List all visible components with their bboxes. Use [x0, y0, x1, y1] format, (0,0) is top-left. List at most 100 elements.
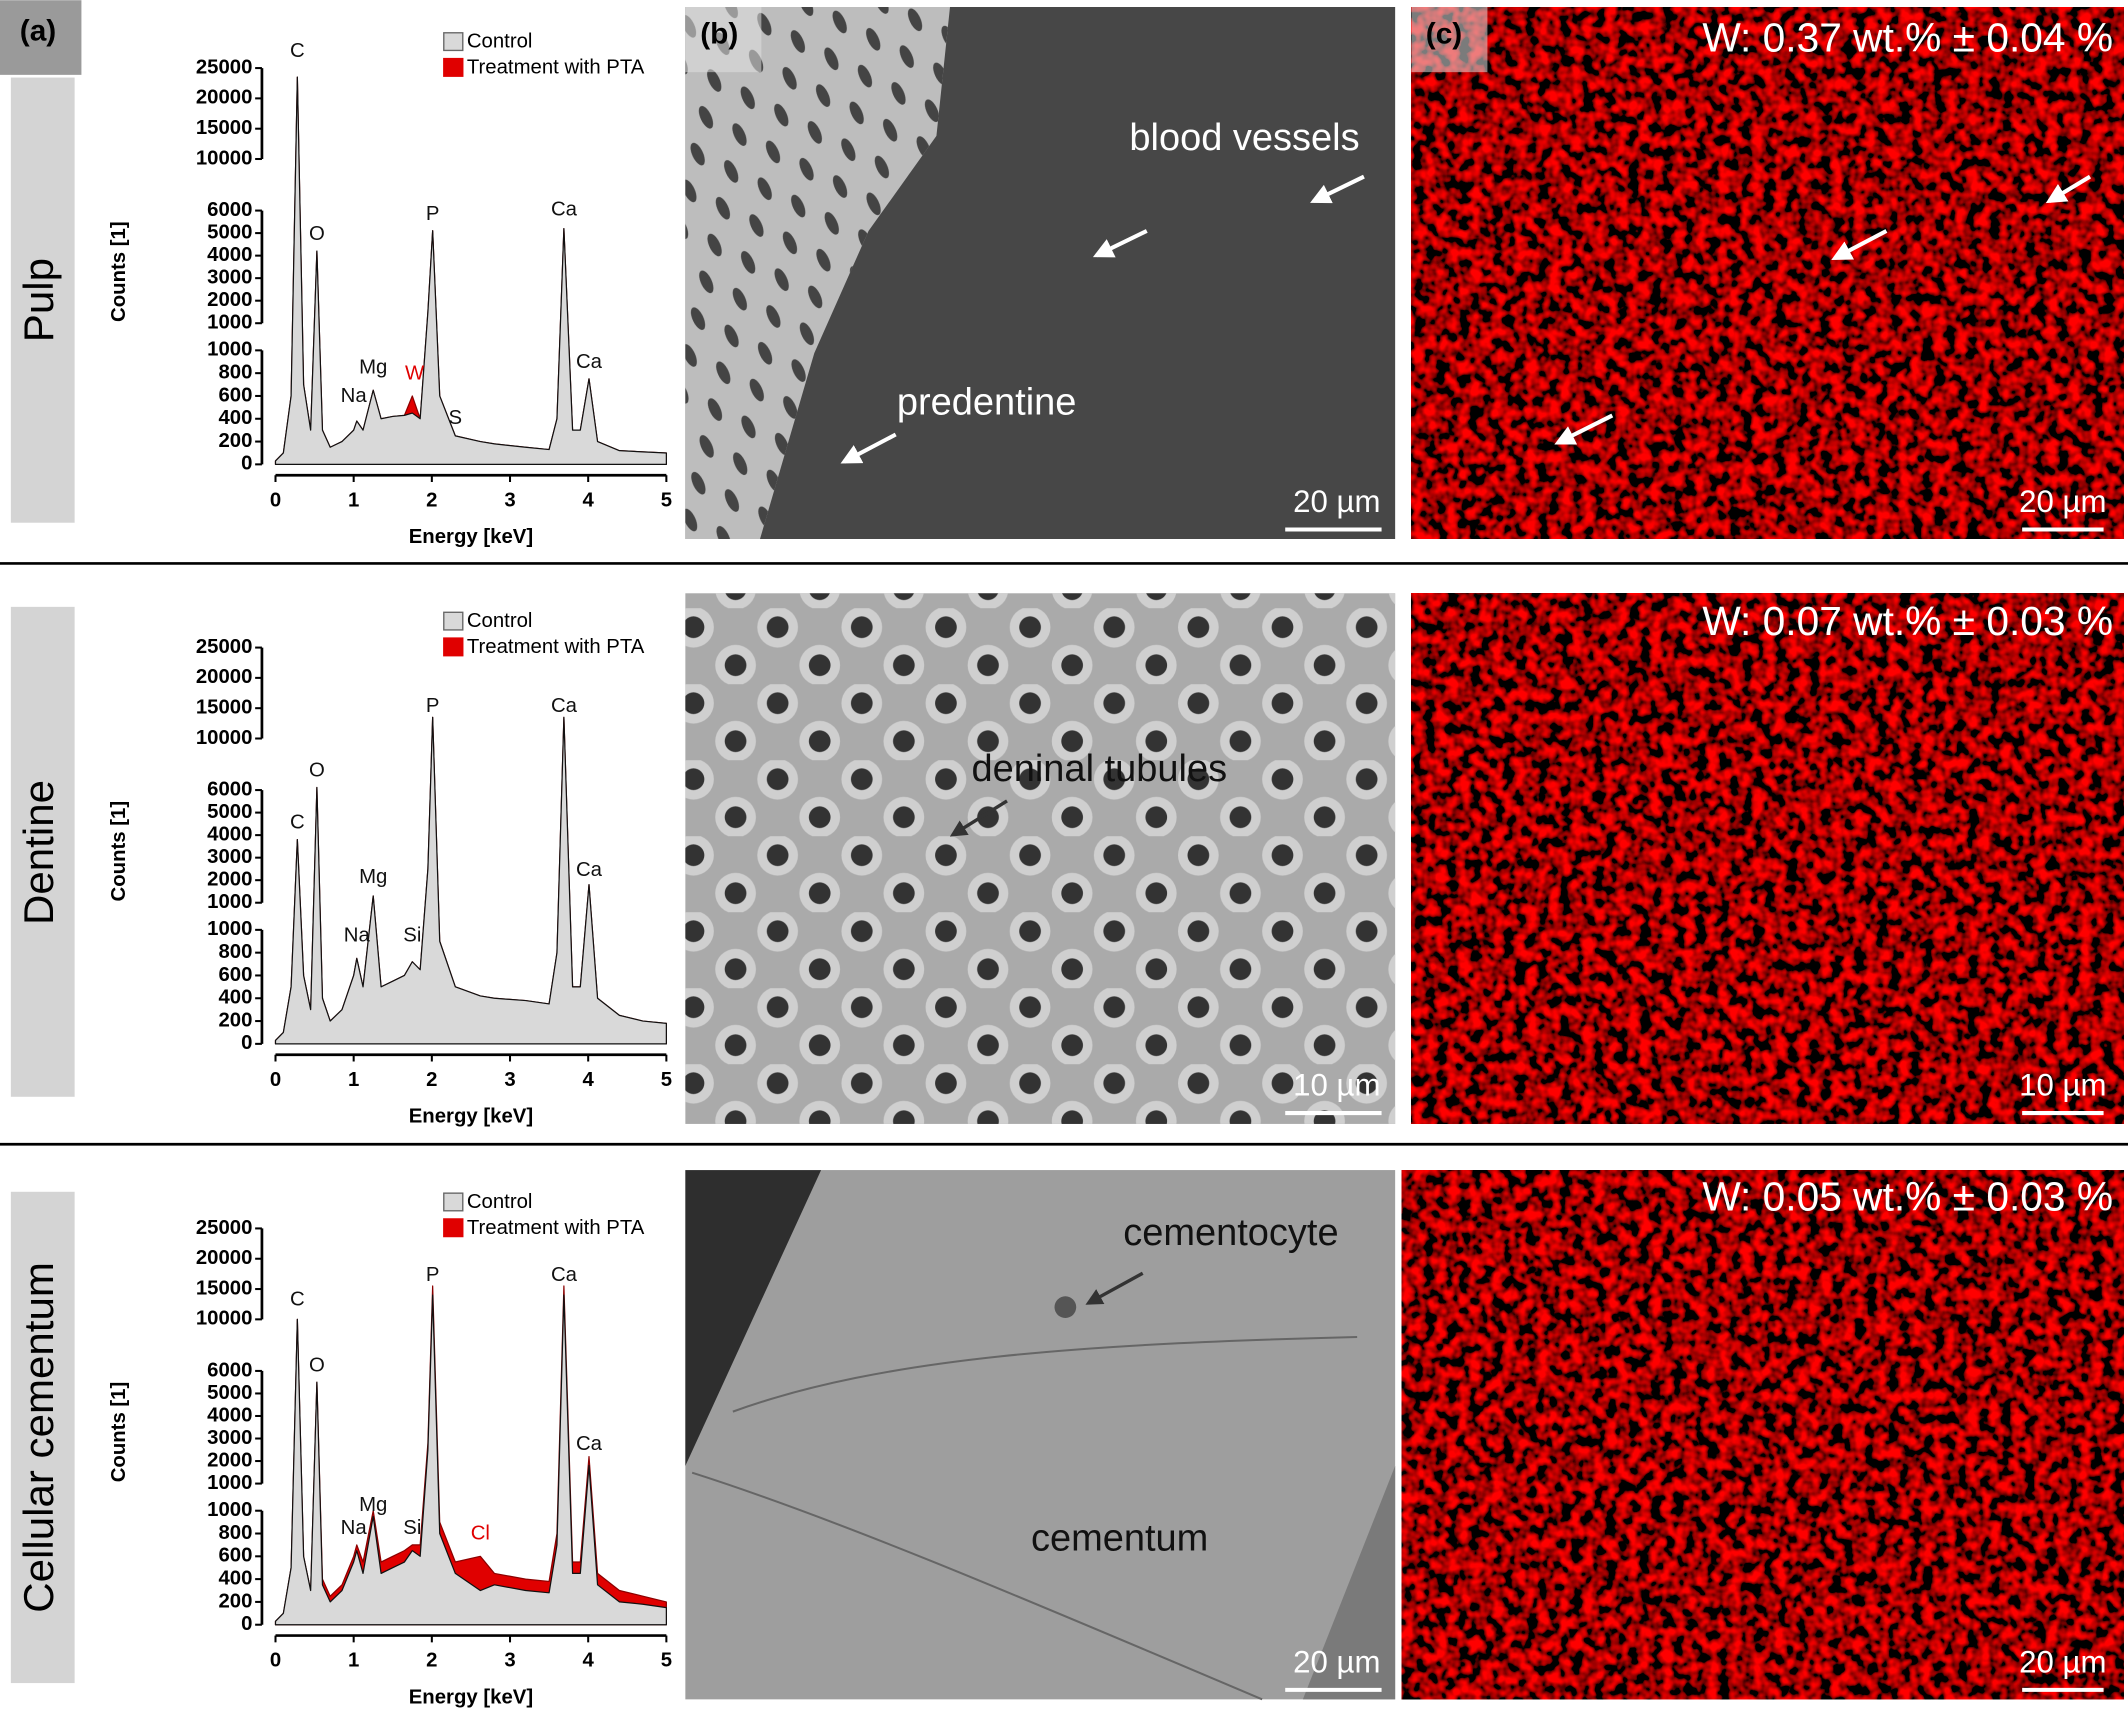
y-tick-label: 200 [218, 1009, 252, 1031]
spectrum-chart: 0200400600800100010002000300040005000600… [108, 610, 672, 1127]
map-text: W: 0.07 wt.% ± 0.03 % [1702, 598, 2113, 644]
x-tick-label: 0 [270, 489, 281, 511]
x-tick-label: 2 [426, 1069, 437, 1091]
spectrum-chart: 0200400600800100010002000300040005000600… [108, 1191, 672, 1708]
y-tick-label: 5000 [207, 1382, 252, 1404]
y-tick-label: 20000 [196, 87, 253, 109]
peak-label: Ca [576, 1433, 603, 1455]
y-tick-label: 1000 [207, 312, 252, 334]
spectrum-chart: 0200400600800100010002000300040005000600… [108, 31, 672, 548]
peak-label: W [405, 362, 425, 384]
panel-label-bg [1411, 7, 1488, 73]
scale-bar-label: 20 µm [1293, 484, 1380, 519]
legend-label: Control [467, 1191, 533, 1213]
spectrum-area [274, 76, 667, 465]
y-tick-label: 10000 [196, 147, 253, 169]
x-axis-title: Energy [keV] [409, 1686, 533, 1708]
panel-label: (a) [20, 15, 56, 48]
legend-swatch [443, 637, 464, 657]
y-tick-label: 400 [218, 1567, 252, 1589]
row-label-bg [10, 606, 75, 1097]
peak-label: Ca [551, 695, 578, 717]
scale-bar-label: 10 µm [1293, 1068, 1380, 1103]
y-tick-label: 20000 [196, 1247, 253, 1269]
cementocyte-spot [1054, 1296, 1077, 1318]
peak-label: S [449, 407, 463, 429]
y-tick-label: 4000 [207, 244, 252, 266]
legend-swatch [443, 1218, 464, 1238]
sem-dark-area [1302, 1465, 1396, 1700]
x-tick-label: 2 [426, 489, 437, 511]
arrow [1085, 1271, 1144, 1305]
y-tick-label: 2000 [207, 869, 252, 891]
legend-swatch [443, 1192, 464, 1212]
y-tick-label: 25000 [196, 1217, 253, 1239]
legend-swatch [443, 57, 464, 77]
x-tick-label: 0 [270, 1069, 281, 1091]
sem-image [685, 1170, 1396, 1700]
peak-label: Ca [551, 198, 578, 220]
panel-label-bg [685, 7, 762, 73]
map-text: W: 0.05 wt.% ± 0.03 % [1702, 1174, 2113, 1220]
element-map [1401, 1170, 2124, 1700]
y-tick-label: 3000 [207, 846, 252, 868]
x-tick-label: 3 [504, 1069, 515, 1091]
image-annotation: cementum [1031, 1518, 1208, 1560]
y-tick-label: 10000 [196, 727, 253, 749]
y-tick-label: 6000 [207, 199, 252, 221]
peak-label: C [290, 812, 305, 834]
y-tick-label: 800 [218, 941, 252, 963]
y-tick-label: 4000 [207, 1404, 252, 1426]
y-tick-label: 25000 [196, 56, 253, 78]
x-tick-label: 2 [426, 1650, 437, 1672]
sem-texture [685, 7, 950, 539]
x-axis-title: Energy [keV] [409, 1106, 533, 1128]
y-tick-label: 600 [218, 384, 252, 406]
y-tick-label: 1000 [207, 1472, 252, 1494]
spectrum-area [274, 716, 667, 1045]
spectrum-area [274, 1285, 667, 1626]
legend-label: Treatment with PTA [467, 636, 645, 658]
scale-bar-label: 20 µm [2019, 484, 2106, 519]
y-tick-label: 25000 [196, 636, 253, 658]
legend-label: Control [467, 31, 533, 53]
image-annotation: blood vessels [1129, 117, 1359, 159]
spectrum-area [274, 1294, 667, 1626]
x-tick-label: 1 [348, 1069, 359, 1091]
y-tick-label: 10000 [196, 1308, 253, 1330]
y-tick-label: 20000 [196, 666, 253, 688]
peak-label: Na [341, 385, 368, 407]
y-tick-label: 6000 [207, 778, 252, 800]
y-tick-label: 0 [241, 1032, 252, 1054]
y-tick-label: 200 [218, 430, 252, 452]
peak-label: Mg [359, 1494, 387, 1516]
y-tick-label: 2000 [207, 289, 252, 311]
y-tick-label: 2000 [207, 1449, 252, 1471]
image-annotation: deninal tubules [971, 748, 1227, 790]
peak-label: O [309, 223, 325, 245]
y-tick-label: 5000 [207, 221, 252, 243]
image-annotation: predentine [897, 382, 1077, 424]
peak-label: Na [341, 1517, 368, 1539]
peak-label: Mg [359, 357, 387, 379]
peak-label: Na [344, 925, 371, 947]
peak-label: C [290, 1288, 305, 1310]
y-tick-label: 800 [218, 362, 252, 384]
peak-label: Si [403, 925, 421, 947]
peak-label: Si [403, 1517, 421, 1539]
peak-label: C [290, 40, 305, 62]
sem-dark-area [685, 1170, 822, 1466]
arrow [1554, 413, 1614, 445]
legend-swatch [443, 32, 464, 52]
peak-label: Ca [551, 1264, 578, 1286]
x-tick-label: 3 [504, 1650, 515, 1672]
y-tick-label: 400 [218, 987, 252, 1009]
y-tick-label: 3000 [207, 267, 252, 289]
y-tick-label: 200 [218, 1590, 252, 1612]
row-label-bg [10, 77, 75, 523]
panel-label: (b) [700, 17, 738, 50]
legend-label: Treatment with PTA [467, 1217, 645, 1239]
